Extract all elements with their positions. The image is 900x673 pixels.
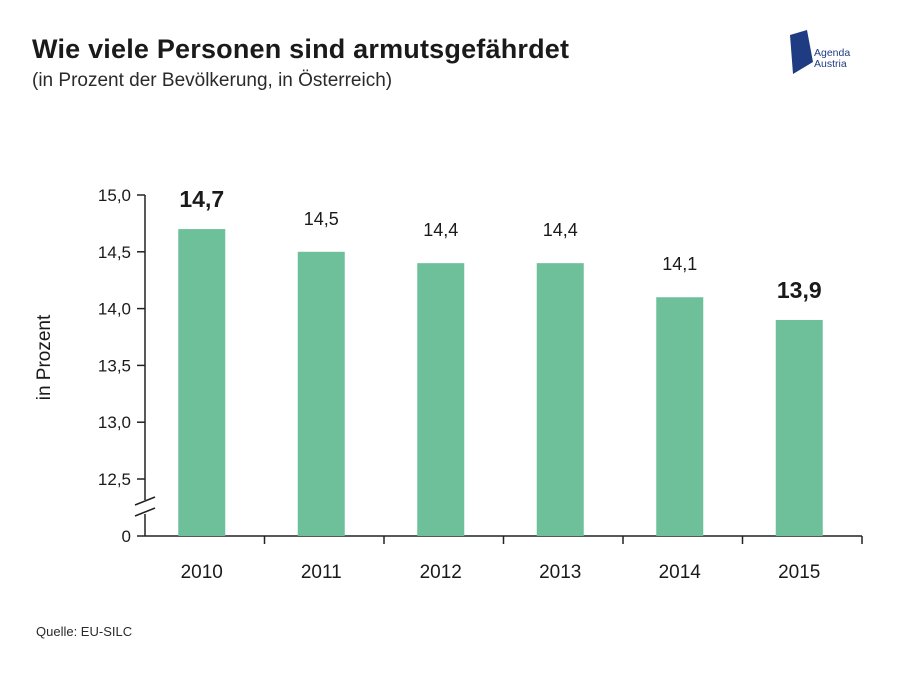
x-tick-label-2015: 2015 — [778, 562, 820, 583]
data-label-2013: 14,4 — [543, 220, 578, 240]
data-label-2012: 14,4 — [423, 220, 458, 240]
bar-2014 — [656, 297, 704, 536]
logo-text: Agenda Austria — [814, 48, 850, 70]
bar-2012 — [417, 263, 465, 536]
data-label-2015: 13,9 — [777, 277, 822, 303]
data-label-2010: 14,7 — [179, 186, 224, 212]
bar-2013 — [536, 263, 584, 536]
logo-line-2: Austria — [814, 58, 847, 70]
x-tick-label-2014: 2014 — [659, 562, 702, 583]
bar-2015 — [775, 319, 823, 536]
data-label-2011: 14,5 — [304, 209, 339, 229]
axis-break-mark-top — [134, 496, 156, 506]
chart-title: Wie viele Personen sind armutsgefährdet — [32, 34, 570, 64]
bar-2011 — [297, 251, 345, 537]
chart-subtitle: (in Prozent der Bevölkerung, in Österrei… — [32, 70, 393, 91]
y-tick-label: 14,5 — [98, 243, 131, 262]
y-tick-label: 0 — [122, 527, 131, 546]
y-tick-label: 14,0 — [98, 300, 131, 319]
axis-break-mark-bottom — [134, 507, 156, 517]
agenda-austria-logo-icon — [790, 30, 813, 74]
y-axis-title: in Prozent — [34, 314, 55, 400]
data-label-2014: 14,1 — [662, 254, 697, 274]
bar-2010 — [178, 229, 226, 536]
logo-line-1: Agenda — [814, 47, 851, 59]
x-tick-label-2012: 2012 — [420, 562, 462, 583]
y-tick-label: 12,5 — [98, 470, 131, 489]
y-tick-label: 13,0 — [98, 413, 131, 432]
x-tick-label-2010: 2010 — [181, 562, 223, 583]
y-tick-label: 13,5 — [98, 356, 131, 375]
x-tick-label-2013: 2013 — [539, 562, 581, 583]
source-note: Quelle: EU-SILC — [36, 624, 133, 639]
y-tick-label: 15,0 — [98, 186, 131, 205]
x-tick-label-2011: 2011 — [301, 562, 342, 583]
